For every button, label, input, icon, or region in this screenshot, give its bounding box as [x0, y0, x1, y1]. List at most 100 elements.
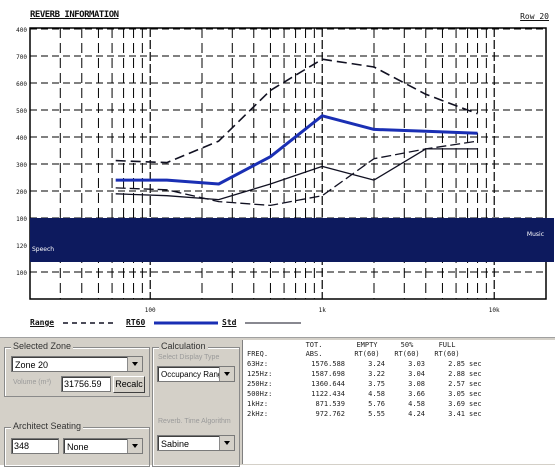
series-line-rt60: [115, 114, 478, 186]
table-row: 125Hz: 1587.698 3.22 3.04 2.88 sec: [245, 369, 499, 379]
y-tick-label: 400: [16, 27, 27, 34]
display-type-dropdown-button[interactable]: [219, 367, 234, 381]
rt60-results-table: TOT. EMPTY 50% FULL FREQ. ABS. RT(60) RT…: [245, 341, 499, 419]
freq-cell: 500Hz:: [247, 390, 273, 398]
legend-std-label: Std: [222, 318, 237, 327]
header-cell: EMPTY: [356, 341, 378, 349]
architect-seating-group: Architect Seating 348 None: [4, 421, 150, 467]
chart-title: REVERB INFORMATION: [30, 10, 119, 20]
unit-cell: sec: [469, 390, 482, 398]
header-cell: TOT.: [305, 341, 323, 349]
zone-dropdown-button[interactable]: [127, 357, 142, 371]
selected-zone-group: Selected Zone Zone 20 Volume (m³) 31756.…: [4, 341, 150, 397]
rt-empty-cell: 3.24: [368, 360, 385, 368]
y-tick-label: 600: [16, 81, 27, 88]
calculation-title: Calculation: [159, 341, 208, 351]
header-cell: [467, 341, 499, 350]
table-row: 500Hz: 1122.434 4.58 3.66 3.05 sec: [245, 389, 499, 399]
legend-range-swatch: [62, 321, 115, 324]
header-cell: RT(60): [354, 350, 380, 358]
rt-half-cell: 3.08: [408, 380, 425, 388]
seats-input[interactable]: 348: [11, 438, 59, 454]
legend-std: Std: [222, 318, 302, 332]
header-cell: [467, 350, 499, 359]
selected-zone-title: Selected Zone: [11, 341, 74, 351]
rt-half-cell: 4.24: [408, 410, 425, 418]
rt-empty-cell: 3.22: [368, 370, 385, 378]
unit-cell: sec: [469, 360, 482, 368]
unit-cell: sec: [469, 400, 482, 408]
reverb-chart: 400 700 600 500 400 300 200 100 120 100 100 1k 10k Sp…: [16, 10, 554, 332]
seating-option-select[interactable]: None: [63, 438, 143, 454]
freq-cell: 1kHz:: [247, 400, 269, 408]
legend-range: Range: [30, 318, 115, 332]
y-tick-label: 700: [16, 54, 27, 61]
calculation-group: Calculation Select Display Type Occupanc…: [152, 341, 240, 467]
y-tick-label: 100: [16, 216, 27, 223]
freq-cell: 125Hz:: [247, 370, 273, 378]
table-row: 2kHz: 972.762 5.55 4.24 3.41 sec: [245, 409, 499, 419]
rt-full-cell: 3.69: [448, 400, 465, 408]
unit-cell: sec: [469, 410, 482, 418]
table-header-row-top: TOT. EMPTY 50% FULL: [245, 341, 499, 350]
unit-cell: sec: [469, 380, 482, 388]
display-type-value: Occupancy Range: [161, 370, 227, 379]
legend-rt60: RT60: [126, 318, 219, 332]
x-tick-label: 100: [145, 307, 156, 314]
rt-full-cell: 3.41: [448, 410, 465, 418]
series-line-std: [115, 148, 478, 201]
y-tick-label: 200: [16, 189, 27, 196]
volume-input[interactable]: 31756.59: [61, 376, 111, 392]
chevron-down-icon: [224, 441, 230, 445]
header-cell: FREQ.: [247, 350, 269, 358]
rt60-results-panel: TOT. EMPTY 50% FULL FREQ. ABS. RT(60) RT…: [242, 340, 555, 464]
y-tick-label: 100: [16, 270, 27, 277]
y-tick-label: 120: [16, 243, 27, 250]
rt-full-cell: 2.85: [448, 360, 465, 368]
header-cell: 50%: [400, 341, 414, 349]
volume-label: Volume (m³): [13, 379, 52, 386]
series-line-range-lower: [115, 140, 478, 207]
table-header-row-bottom: FREQ. ABS. RT(60) RT(60) RT(60): [245, 350, 499, 359]
chevron-down-icon: [224, 372, 230, 376]
zone-select[interactable]: Zone 20: [11, 356, 143, 372]
abs-cell: 1587.698: [311, 370, 345, 378]
header-cell: RT(60): [434, 350, 460, 358]
unit-cell: sec: [469, 370, 482, 378]
rt-half-cell: 3.04: [408, 370, 425, 378]
rt-full-cell: 2.88: [448, 370, 465, 378]
seating-dropdown-button[interactable]: [127, 439, 142, 453]
algorithm-dropdown-button[interactable]: [219, 436, 234, 450]
speech-music-band: [30, 218, 554, 262]
display-type-select[interactable]: Occupancy Range: [157, 366, 235, 382]
chevron-down-icon: [132, 444, 138, 448]
table-row: 63Hz: 1576.588 3.24 3.03 2.85 sec: [245, 359, 499, 369]
rt-empty-cell: 5.55: [368, 410, 385, 418]
algorithm-select[interactable]: Sabine: [157, 435, 235, 451]
table-row: 250Hz: 1360.644 3.75 3.08 2.57 sec: [245, 379, 499, 389]
recalc-button[interactable]: Recalc: [113, 376, 145, 393]
algorithm-value: Sabine: [161, 439, 190, 449]
rt-half-cell: 3.66: [408, 390, 425, 398]
rt-empty-cell: 4.58: [368, 390, 385, 398]
rt-half-cell: 4.58: [408, 400, 425, 408]
abs-cell: 1360.644: [311, 380, 345, 388]
header-cell: FULL: [438, 341, 456, 349]
abs-cell: 1576.588: [311, 360, 345, 368]
seating-option-value: None: [67, 442, 89, 452]
legend-rt60-swatch: [154, 321, 219, 324]
music-label: Music: [527, 231, 544, 238]
rt-empty-cell: 5.76: [368, 400, 385, 408]
chart-corner-label: Row 20: [520, 12, 549, 21]
y-tick-label: 400: [16, 135, 27, 142]
architect-seating-title: Architect Seating: [11, 421, 84, 431]
legend-range-label: Range: [30, 318, 55, 327]
speech-label: Speech: [32, 246, 54, 253]
x-tick-label: 10k: [489, 307, 500, 314]
abs-cell: 1122.434: [311, 390, 345, 398]
legend-rt60-label: RT60: [126, 318, 146, 327]
freq-cell: 250Hz:: [247, 380, 273, 388]
abs-cell: 972.762: [315, 410, 345, 418]
freq-cell: 63Hz:: [247, 360, 269, 368]
header-cell: [245, 341, 281, 350]
